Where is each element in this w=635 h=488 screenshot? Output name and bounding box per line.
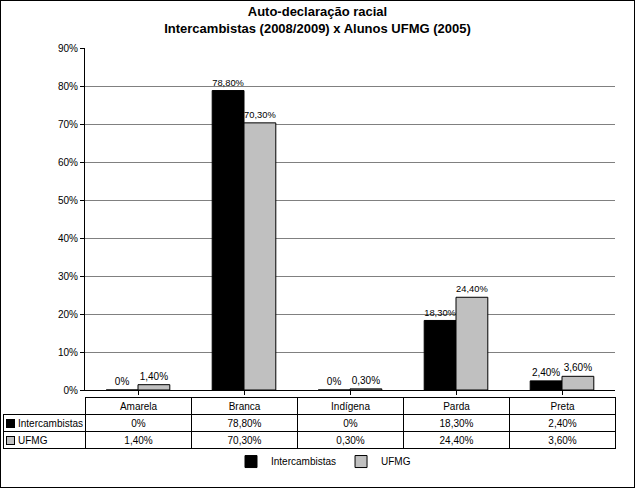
html-text:78,80%: 78,80% xyxy=(227,417,262,429)
svg-text:18,30%: 18,30% xyxy=(424,308,456,318)
html-text:3,60%: 3,60% xyxy=(548,434,577,446)
html-text:24,40%: 24,40% xyxy=(439,434,474,446)
html-text:UFMG: UFMG xyxy=(18,434,48,446)
html-text:Preta: Preta xyxy=(550,400,575,412)
html-text:0,30%: 0,30% xyxy=(336,434,365,446)
svg-text:30%: 30% xyxy=(58,271,78,282)
html-text:Parda: Parda xyxy=(443,400,470,412)
svg-text:3,60%: 3,60% xyxy=(564,362,592,373)
svg-text:70,30%: 70,30% xyxy=(244,110,276,120)
svg-text:1,40%: 1,40% xyxy=(140,371,168,382)
svg-text:0%: 0% xyxy=(327,376,342,387)
html-text:18,30%: 18,30% xyxy=(439,417,474,429)
svg-text:24,40%: 24,40% xyxy=(456,284,488,294)
svg-text:2,40%: 2,40% xyxy=(532,367,560,378)
svg-text:80%: 80% xyxy=(58,81,78,92)
svg-text:UFMG: UFMG xyxy=(381,456,411,467)
svg-text:70%: 70% xyxy=(58,119,78,130)
svg-text:10%: 10% xyxy=(58,347,78,358)
svg-text:78,80%: 78,80% xyxy=(212,78,244,88)
html-text:Indígena: Indígena xyxy=(331,400,370,412)
svg-text:0,30%: 0,30% xyxy=(352,375,380,386)
svg-text:0%: 0% xyxy=(64,385,79,396)
svg-text:Auto-declaração racialIntercam: Auto-declaração racialIntercambistas (20… xyxy=(164,4,471,36)
html-text:Amarela: Amarela xyxy=(119,400,158,412)
svg-text:20%: 20% xyxy=(58,309,78,320)
svg-text:Intercambistas: Intercambistas xyxy=(271,456,336,467)
svg-text:0%: 0% xyxy=(115,376,130,387)
html-text:70,30%: 70,30% xyxy=(227,434,262,446)
svg-text:40%: 40% xyxy=(58,233,78,244)
svg-text:60%: 60% xyxy=(58,157,78,168)
html-text:Branca: Branca xyxy=(228,400,261,412)
html-text:Intercambistas: Intercambistas xyxy=(18,417,83,429)
svg-text:90%: 90% xyxy=(58,43,78,54)
html-text:1,40%: 1,40% xyxy=(124,434,153,446)
html-text:2,40%: 2,40% xyxy=(548,417,577,429)
html-text:0%: 0% xyxy=(131,417,146,429)
html-text:0%: 0% xyxy=(343,417,358,429)
svg-text:50%: 50% xyxy=(58,195,78,206)
